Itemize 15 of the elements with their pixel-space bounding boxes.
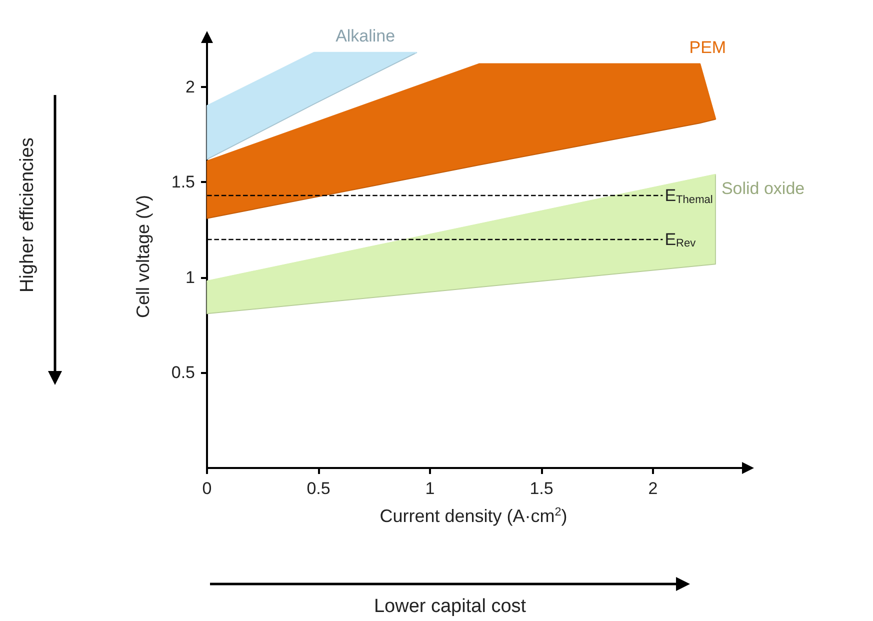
y-tick-label: 1.5: [171, 172, 195, 192]
y-tick-label: 2: [186, 77, 195, 96]
x-tick-label: 0: [202, 479, 212, 498]
y-tick-label: 0.5: [171, 363, 195, 382]
series-label: Solid oxide: [721, 179, 805, 198]
text: Lower capital cost: [374, 596, 526, 618]
text: Higher efficiencies: [17, 138, 39, 292]
x-tick-label: 1.5: [530, 479, 554, 498]
y-axis-title: Cell voltage (V): [133, 194, 153, 318]
x-tick-label: 1: [425, 479, 435, 498]
series-label: PEM: [689, 38, 726, 58]
x-tick-label: 0.5: [306, 479, 330, 498]
x-tick-label: 2: [648, 479, 658, 498]
series-label: Alkaline: [336, 26, 396, 46]
y-tick-label: 1: [186, 268, 195, 287]
